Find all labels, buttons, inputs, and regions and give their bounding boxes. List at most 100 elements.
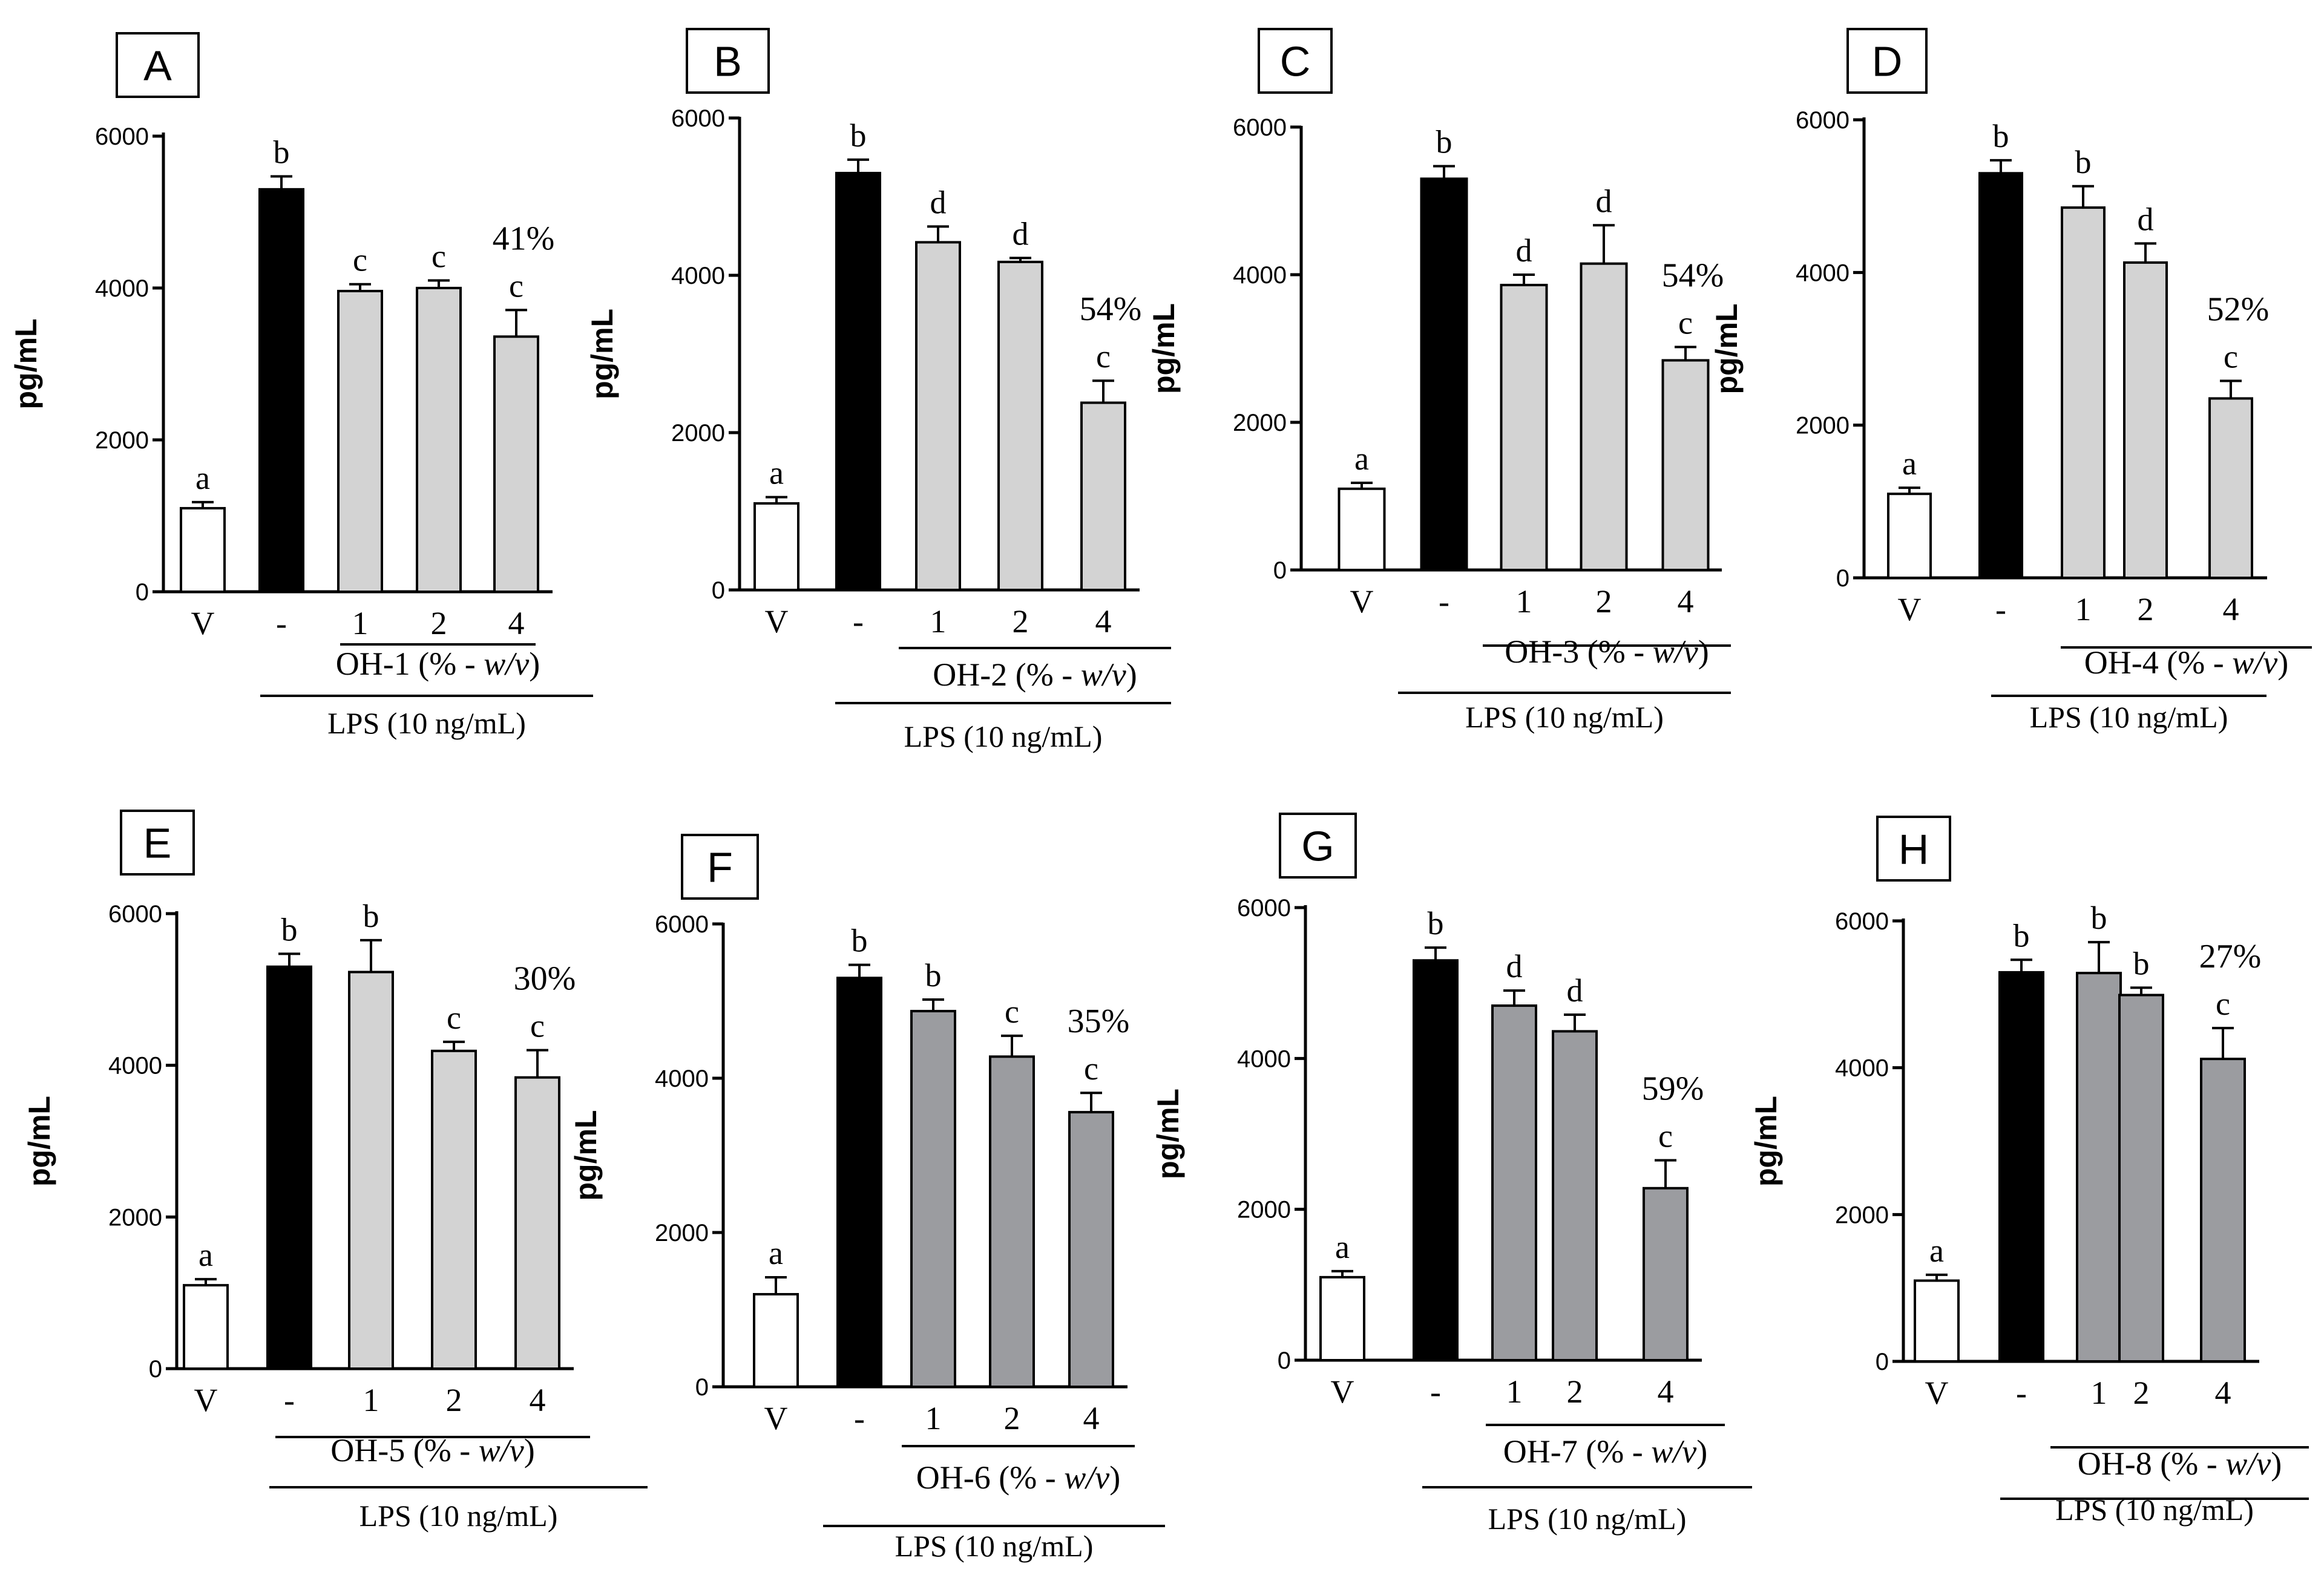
treatment-close: )	[2271, 1445, 2282, 1482]
category-label: -	[284, 1382, 295, 1418]
treatment-name: OH-4 (% -	[2084, 644, 2232, 681]
significance-letter: c	[447, 1000, 461, 1036]
y-axis-label: pg/mL	[9, 319, 43, 410]
category-label: 1	[363, 1382, 379, 1418]
category-label: 2	[1004, 1400, 1020, 1436]
lps-label: LPS (10 ng/mL)	[327, 706, 526, 740]
category-label: -	[854, 1400, 865, 1436]
bar	[348, 971, 394, 1370]
bar	[337, 290, 383, 593]
y-axis-label: pg/mL	[1151, 1089, 1185, 1179]
category-label: V	[764, 1400, 788, 1436]
significance-letter: b	[1993, 118, 2009, 154]
bar	[2200, 1058, 2246, 1363]
percent-inhibition-label: 35%	[1068, 1003, 1130, 1040]
y-tick-label: 4000	[671, 263, 725, 289]
significance-letter: a	[195, 460, 210, 496]
treatment-name: OH-2 (% -	[933, 656, 1080, 693]
treatment-group-label: OH-6 (% - w/v)	[916, 1459, 1120, 1496]
significance-letter: d	[2138, 201, 2154, 237]
treatment-unit: w/v	[479, 1432, 524, 1468]
bar	[2061, 206, 2106, 579]
panel-label-box	[1279, 813, 1357, 879]
bar	[836, 977, 882, 1388]
bar	[514, 1076, 560, 1370]
y-tick-label: 4000	[1835, 1055, 1889, 1082]
y-tick-label: 0	[1876, 1349, 1889, 1375]
significance-letter: b	[852, 923, 868, 959]
treatment-close: )	[1109, 1459, 1120, 1496]
panel-label-box	[1846, 28, 1928, 94]
category-label: 1	[2091, 1375, 2107, 1411]
treatment-unit: w/v	[1064, 1459, 1109, 1496]
category-label: V	[765, 603, 789, 640]
panel-label: F	[707, 844, 733, 891]
bar	[258, 188, 304, 594]
y-axis-label: pg/mL	[1710, 304, 1744, 394]
significance-letter: d	[1013, 215, 1029, 252]
y-tick-label: 0	[695, 1374, 709, 1401]
y-tick-label: 4000	[1237, 1046, 1291, 1072]
significance-letter: b	[2014, 917, 2030, 954]
significance-letter: a	[1354, 440, 1369, 477]
bar	[416, 287, 462, 593]
category-label: 4	[2215, 1375, 2231, 1411]
panel-label: A	[143, 42, 172, 90]
significance-letter: c	[432, 238, 446, 274]
treatment-unit: w/v	[1081, 656, 1126, 693]
y-tick-label: 2000	[95, 427, 149, 454]
bar	[266, 965, 312, 1370]
treatment-unit: w/v	[1651, 1433, 1696, 1470]
y-tick-label: 2000	[1796, 413, 1850, 439]
category-label: 4	[1678, 583, 1694, 620]
bar	[1420, 177, 1468, 571]
lps-label: LPS (10 ng/mL)	[359, 1499, 558, 1533]
bar	[1978, 172, 2023, 580]
panel-label-box	[120, 810, 195, 876]
lps-label: LPS (10 ng/mL)	[1488, 1502, 1687, 1536]
chart-panel-g: G 0 2000 4000 6000 pg/mL a Vb - d 1 d 2 c 4 59% OH-7 (% …	[1151, 813, 1752, 1536]
chart-panel-h: H 0 2000 4000 6000 pg/mL a Vb - b 1 b 2 c 4 27% OH-8 (% …	[1749, 816, 2309, 1527]
treatment-close: )	[1696, 1433, 1707, 1470]
bar	[1491, 1004, 1537, 1361]
bar	[1338, 487, 1386, 571]
percent-inhibition-label: 52%	[2207, 290, 2270, 328]
chart-panel-d: D 0 2000 4000 6000 pg/mL a Vb - b 1 d 2 c 4 52% OH-4 (% …	[1710, 28, 2312, 734]
panel-label: H	[1899, 826, 1929, 873]
bar	[2118, 994, 2164, 1363]
category-label: 2	[1013, 603, 1029, 640]
treatment-group-label: OH-8 (% - w/v)	[2078, 1445, 2282, 1482]
bar	[835, 172, 881, 591]
y-axis-label: pg/mL	[585, 309, 619, 399]
significance-letter: d	[1596, 183, 1612, 219]
category-label: -	[1430, 1373, 1441, 1410]
y-tick-label: 2000	[1237, 1197, 1291, 1223]
bar	[1887, 493, 1932, 580]
significance-letter: a	[1335, 1229, 1350, 1265]
y-tick-label: 6000	[1835, 908, 1889, 935]
panel-label: E	[143, 820, 172, 867]
significance-letter: c	[2216, 986, 2230, 1022]
treatment-unit: w/v	[2225, 1445, 2271, 1482]
bar	[1319, 1275, 1365, 1362]
treatment-close: )	[1698, 633, 1709, 670]
category-label: 4	[1658, 1373, 1674, 1410]
y-tick-label: 4000	[1796, 260, 1850, 286]
percent-inhibition-label: 41%	[493, 220, 555, 257]
treatment-group-label: OH-2 (% - w/v)	[933, 656, 1137, 693]
bar	[753, 1293, 799, 1388]
significance-letter: b	[1436, 124, 1452, 160]
significance-letter: c	[353, 242, 367, 278]
treatment-name: OH-1 (% -	[336, 646, 484, 682]
category-label: 1	[2075, 591, 2092, 627]
significance-letter: a	[199, 1237, 213, 1273]
y-tick-label: 4000	[1233, 262, 1287, 289]
panel-label: G	[1301, 823, 1334, 870]
lps-label: LPS (10 ng/mL)	[1465, 700, 1664, 734]
treatment-unit: w/v	[484, 646, 529, 682]
category-label: 1	[925, 1400, 942, 1436]
treatment-group-label: OH-1 (% - w/v)	[336, 646, 540, 682]
category-label: 4	[530, 1382, 546, 1418]
panel-label: C	[1280, 38, 1311, 85]
significance-letter: b	[2075, 144, 2092, 180]
